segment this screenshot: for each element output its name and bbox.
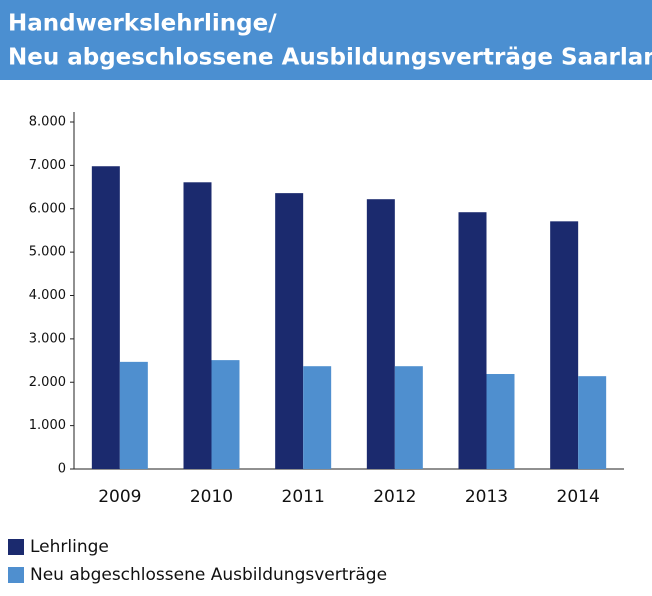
bar: [486, 374, 515, 469]
bar: [183, 182, 212, 469]
y-tick-label: 5.000: [29, 245, 66, 260]
y-tick-label: 3.000: [29, 331, 66, 346]
bar: [458, 212, 487, 469]
bar: [550, 221, 579, 469]
y-tick-label: 0: [58, 462, 66, 477]
bar: [211, 360, 240, 469]
bar: [91, 166, 120, 469]
chart-title: Handwerkslehrlinge/: [8, 11, 277, 37]
bar: [275, 193, 304, 469]
bar: [578, 376, 607, 469]
legend-swatch: [8, 539, 24, 555]
y-tick-label: 4.000: [29, 288, 66, 303]
bar: [394, 366, 423, 469]
legend-label: Neu abgeschlossene Ausbildungsverträge: [30, 565, 387, 585]
y-tick-label: 2.000: [29, 375, 66, 390]
y-tick-label: 7.000: [29, 158, 66, 173]
x-tick-label: 2012: [373, 487, 416, 507]
x-tick-label: 2009: [98, 487, 141, 507]
x-tick-label: 2014: [557, 487, 600, 507]
x-tick-label: 2010: [190, 487, 233, 507]
x-tick-label: 2011: [282, 487, 325, 507]
bar: [366, 199, 395, 469]
bar: [303, 366, 332, 469]
title-banner: [0, 0, 652, 80]
bar: [119, 361, 148, 469]
legend-label: Lehrlinge: [30, 537, 109, 557]
y-tick-label: 8.000: [29, 115, 66, 130]
chart-title: Neu abgeschlossene Ausbildungsverträge S…: [8, 45, 652, 71]
x-tick-label: 2013: [465, 487, 508, 507]
y-tick-label: 1.000: [29, 418, 66, 433]
y-tick-label: 6.000: [29, 201, 66, 216]
legend-swatch: [8, 567, 24, 583]
